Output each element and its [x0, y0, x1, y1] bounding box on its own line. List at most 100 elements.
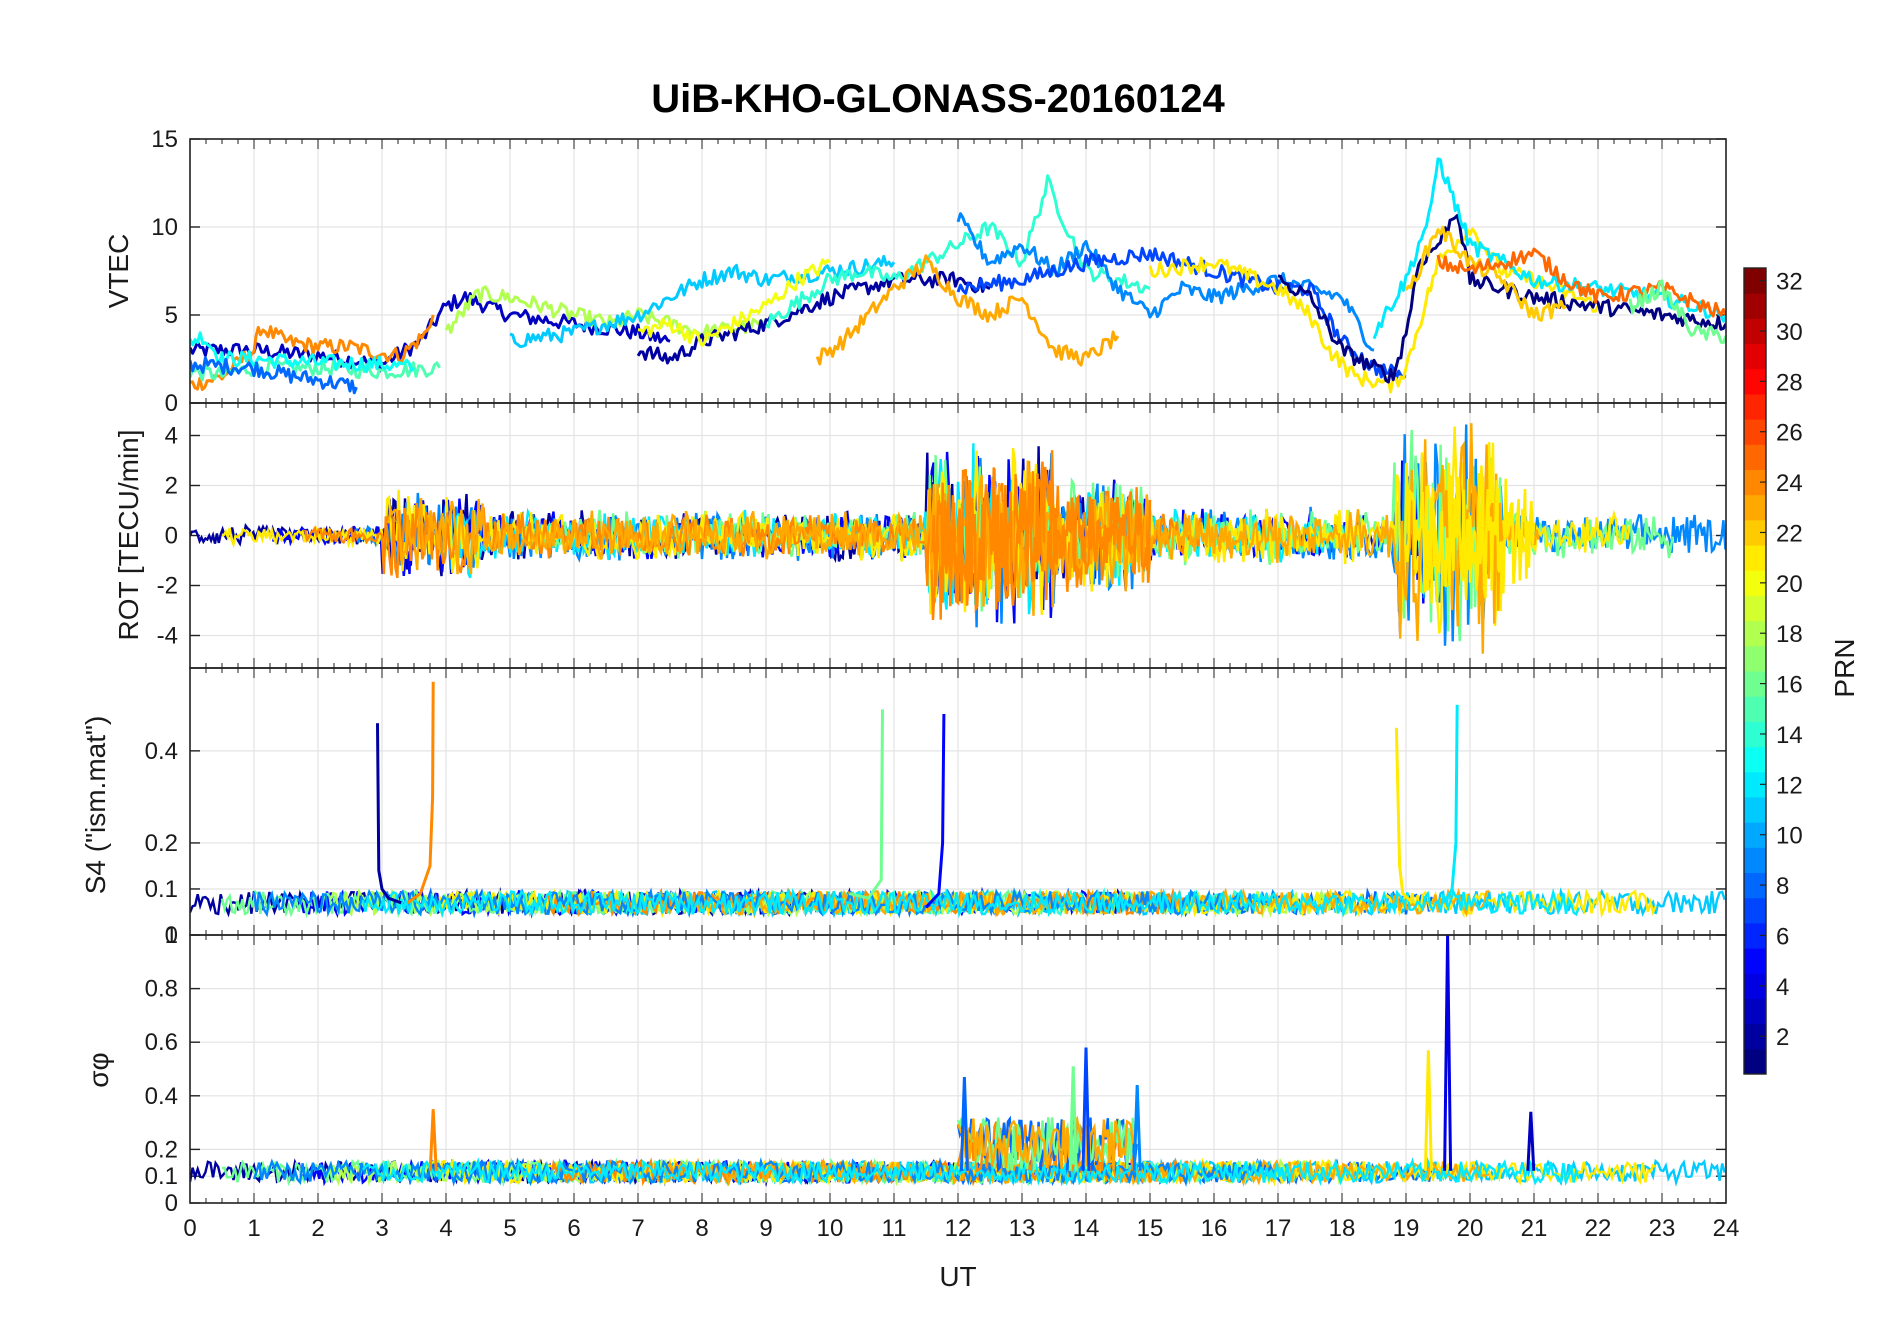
x-tick-label: 17 [1265, 1215, 1292, 1242]
colorbar-tick-label: 32 [1776, 269, 1803, 296]
vtec-series-line [636, 270, 991, 365]
colorbar-segment [1744, 268, 1766, 294]
colorbar-tick-label: 26 [1776, 420, 1803, 447]
sigma-phi-spike [1081, 1047, 1091, 1171]
x-tick-label: 14 [1073, 1215, 1100, 1242]
colorbar-tick-label: 8 [1776, 873, 1789, 900]
rot-panel: -4 -2 0 2 4 [157, 402, 1727, 669]
sigma-phi-spike [959, 1076, 969, 1171]
colorbar-segment [1744, 545, 1766, 571]
x-tick-label: 4 [439, 1215, 452, 1242]
colorbar-segment [1744, 822, 1766, 848]
colorbar-tick-label: 28 [1776, 369, 1803, 396]
x-tick-label: 16 [1201, 1215, 1228, 1242]
y-tick-label: 0.4 [145, 738, 178, 765]
s4-series-line [361, 887, 1580, 919]
x-tick-label: 5 [503, 1215, 516, 1242]
vtec-series-line [1436, 247, 1726, 318]
s4-spike-line [406, 681, 435, 905]
colorbar-segment [1744, 595, 1766, 622]
x-tick-label: 24 [1713, 1215, 1740, 1242]
x-tick-label: 2 [311, 1215, 324, 1242]
y-tick-label: 10 [151, 214, 178, 241]
colorbar-tick-label: 18 [1776, 621, 1803, 648]
s4-axis-label: S4 ("ism.mat") [80, 716, 111, 895]
sigma-phi-spike [1068, 1066, 1078, 1171]
vtec-series-line [1404, 225, 1567, 322]
colorbar-tick-label: 24 [1776, 470, 1803, 497]
x-axis: 0 1 2 3 4 5 6 7 8 9 10 11 12 13 14 15 16 17 18 19 20 21 22 23 24 [183, 1215, 1739, 1242]
colorbar-segment [1744, 1048, 1766, 1075]
vtec-series-line [509, 254, 896, 349]
colorbar-tick-label: 6 [1776, 923, 1789, 950]
sigma-phi-series-line [252, 1157, 1279, 1188]
x-tick-label: 22 [1585, 1215, 1612, 1242]
sigma-phi-axis-label: σφ [83, 1052, 114, 1087]
vtec-series-line [956, 246, 1407, 382]
x-tick-label: 3 [375, 1215, 388, 1242]
colorbar-segment [1744, 746, 1766, 773]
x-tick-label: 12 [945, 1215, 972, 1242]
y-tick-label: 0.8 [145, 976, 178, 1003]
colorbar-tick-label: 22 [1776, 520, 1803, 547]
colorbar-segment [1744, 444, 1766, 470]
colorbar-tick-label: 4 [1776, 974, 1789, 1001]
y-tick-label: 5 [165, 302, 178, 329]
x-tick-label: 11 [882, 1215, 907, 1242]
y-tick-label: 0 [165, 390, 178, 417]
x-tick-label: 19 [1393, 1215, 1420, 1242]
y-tick-label: 0 [165, 922, 178, 949]
vtec-panel: 0 5 10 15 [151, 126, 1727, 417]
x-tick-label: 21 [1521, 1215, 1548, 1242]
y-tick-label: 4 [165, 423, 178, 450]
vtec-series-line [190, 358, 441, 382]
colorbar-segment [1744, 998, 1766, 1025]
colorbar-segment [1744, 419, 1766, 445]
colorbar-segment [1744, 796, 1766, 823]
x-tick-label: 7 [631, 1215, 644, 1242]
colorbar-tick-label: 30 [1776, 319, 1803, 346]
colorbar-segment [1744, 897, 1766, 924]
colorbar-segment [1744, 1023, 1766, 1050]
y-tick-label: -4 [157, 623, 178, 650]
x-tick-label: 6 [567, 1215, 580, 1242]
vtec-series-line [190, 356, 358, 395]
chart-title: UiB-KHO-GLONASS-20160124 [651, 77, 1225, 121]
colorbar-segment [1744, 318, 1766, 345]
y-tick-label: 0 [165, 523, 178, 550]
y-tick-label: 0.2 [145, 1136, 178, 1163]
colorbar-tick-label: 16 [1776, 672, 1803, 699]
s4-spike-line [1443, 704, 1459, 904]
y-tick-label: 2 [165, 473, 178, 500]
x-tick-label: 0 [183, 1215, 196, 1242]
colorbar-tick-label: 12 [1776, 772, 1803, 799]
colorbar-segment [1744, 721, 1766, 748]
rot-axis-label: ROT [TECU/min] [113, 429, 144, 640]
vtec-series-line [1372, 157, 1726, 340]
vtec-series-line [1277, 214, 1726, 384]
vtec-axis-label: VTEC [103, 234, 134, 309]
colorbar-segment [1744, 469, 1766, 496]
s4-spike-line [1394, 727, 1414, 904]
colorbar-segment [1744, 696, 1766, 722]
y-tick-label: 1 [165, 922, 178, 949]
colorbar-label: PRN [1829, 638, 1860, 697]
x-tick-label: 10 [817, 1215, 844, 1242]
vtec-series-line [815, 254, 1120, 367]
y-tick-label: 0.2 [145, 830, 178, 857]
vtec-series-line [637, 258, 831, 347]
colorbar-tick-label: 2 [1776, 1024, 1789, 1051]
x-tick-label: 1 [247, 1215, 260, 1242]
sigma-phi-spike [1443, 935, 1453, 1171]
sigma-phi-spike [1132, 1085, 1142, 1171]
colorbar-tick-label: 20 [1776, 571, 1803, 598]
y-tick-label: 0.6 [145, 1029, 178, 1056]
y-tick-label: 0.4 [145, 1083, 178, 1110]
s4-spike-line [848, 709, 884, 900]
colorbar-segment [1744, 948, 1766, 974]
rot-series-line [1404, 473, 1536, 598]
colorbar-segment [1744, 973, 1766, 999]
colorbar-segment [1744, 847, 1766, 873]
sigma-phi-panel: 00.10.20.40.60.81 [145, 922, 1727, 1217]
